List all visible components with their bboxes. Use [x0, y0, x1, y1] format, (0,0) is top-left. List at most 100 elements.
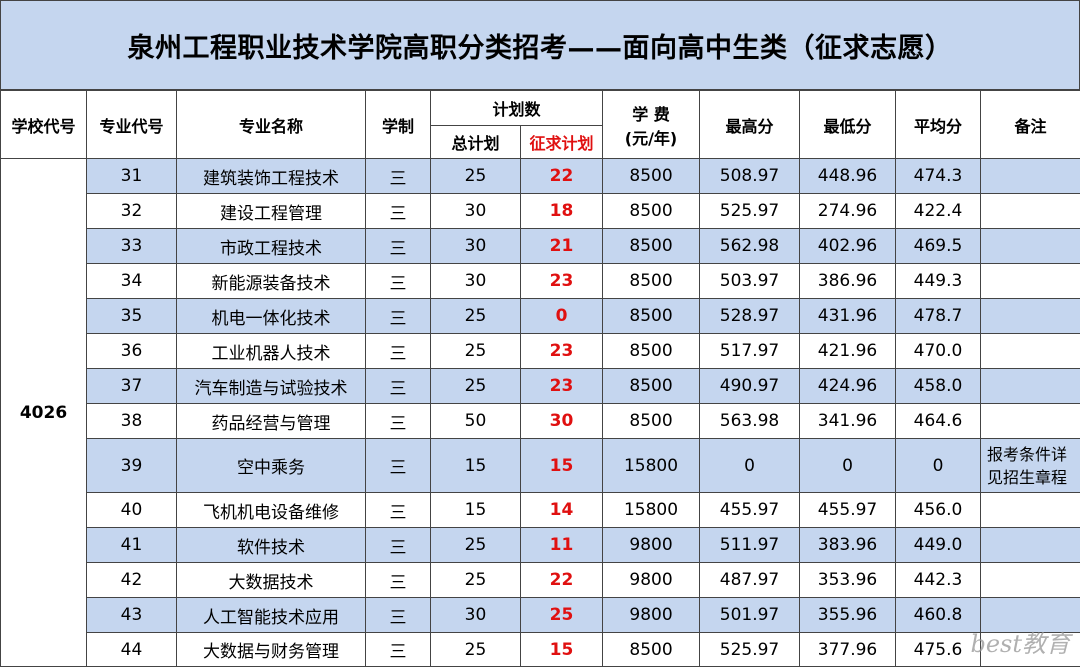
- note-cell: [980, 527, 1080, 563]
- note-cell: [980, 193, 1080, 229]
- duration-cell: 三: [365, 193, 431, 229]
- max-score-cell: 525.97: [699, 632, 801, 667]
- min-score-cell: 355.96: [799, 597, 897, 633]
- min-score-cell: 377.96: [799, 632, 897, 667]
- table-row: 32 建设工程管理三 30 18 8500 525.97 274.96 422.4: [1, 193, 1080, 229]
- table-row: 35 机电一体化技术三 25 0 8500 528.97 431.96 478.7: [1, 298, 1080, 334]
- max-score-cell: 0: [699, 438, 801, 493]
- solicit-plan-cell: 30: [519, 403, 604, 439]
- avg-score-cell: 456.0: [895, 492, 982, 528]
- note-cell: [980, 492, 1080, 528]
- duration-cell: 三: [365, 527, 431, 563]
- header-fee-line1: 学 费: [632, 104, 670, 124]
- note-cell: [980, 562, 1080, 598]
- avg-score-cell: 469.5: [895, 228, 982, 264]
- max-score-cell: 501.97: [699, 597, 801, 633]
- max-score-cell: 525.97: [699, 193, 801, 229]
- min-score-cell: 383.96: [799, 527, 897, 563]
- fee-cell: 8500: [602, 403, 701, 439]
- min-score-cell: 448.96: [799, 158, 897, 194]
- solicit-plan-cell: 25: [519, 597, 604, 633]
- school-code-cell: 4026: [0, 158, 87, 667]
- fee-cell: 8500: [602, 263, 701, 299]
- major-name-cell: 机电一体化技术: [176, 298, 366, 334]
- major-name-cell: 大数据技术: [176, 562, 366, 598]
- duration-cell: 三: [365, 492, 431, 528]
- duration-cell: 三: [365, 368, 431, 404]
- table-row: 34 新能源装备技术三 30 23 8500 503.97 386.96 449.3: [1, 263, 1080, 299]
- fee-cell: 8500: [602, 158, 701, 194]
- header-duration: 学制: [365, 90, 431, 159]
- admission-table: 学校代号 专业代号 专业名称 学制 计划数 学 费 (元/年) 最高分 最低分 …: [0, 90, 1080, 667]
- avg-score-cell: 449.0: [895, 527, 982, 563]
- avg-score-cell: 460.8: [895, 597, 982, 633]
- major-code-cell: 41: [86, 527, 177, 563]
- note-cell: [980, 263, 1080, 299]
- table-row: 41 软件技术三 25 11 9800 511.97 383.96 449.0: [1, 527, 1080, 563]
- major-code-cell: 32: [86, 193, 177, 229]
- total-plan-cell: 30: [430, 193, 521, 229]
- avg-score-cell: 474.3: [895, 158, 982, 194]
- major-code-cell: 31: [86, 158, 177, 194]
- major-code-cell: 33: [86, 228, 177, 264]
- max-score-cell: 490.97: [699, 368, 801, 404]
- fee-cell: 8500: [602, 632, 701, 667]
- page-title: 泉州工程职业技术学院高职分类招考——面向高中生类（征求志愿）: [127, 32, 953, 64]
- max-score-cell: 511.97: [699, 527, 801, 563]
- note-cell: [980, 632, 1080, 667]
- max-score-cell: 563.98: [699, 403, 801, 439]
- fee-cell: 8500: [602, 193, 701, 229]
- note-cell: [980, 368, 1080, 404]
- avg-score-cell: 470.0: [895, 333, 982, 369]
- avg-score-cell: 442.3: [895, 562, 982, 598]
- solicit-plan-cell: 11: [519, 527, 604, 563]
- duration-cell: 三: [365, 562, 431, 598]
- major-code-cell: 36: [86, 333, 177, 369]
- table-row: 36 工业机器人技术三 25 23 8500 517.97 421.96 470.0: [1, 333, 1080, 369]
- duration-cell: 三: [365, 597, 431, 633]
- note-cell: [980, 298, 1080, 334]
- table-body: 4026 31 建筑装饰工程技术三 25 22 8500 508.97 448.96 474.3…: [0, 158, 1080, 667]
- table-row: 38 药品经营与管理三 50 30 8500 563.98 341.96 464.6: [1, 403, 1080, 439]
- major-code-cell: 43: [86, 597, 177, 633]
- fee-cell: 8500: [602, 368, 701, 404]
- max-score-cell: 455.97: [699, 492, 801, 528]
- major-name-cell: 大数据与财务管理: [176, 632, 366, 667]
- fee-cell: 15800: [602, 492, 701, 528]
- total-plan-cell: 25: [430, 158, 521, 194]
- header-avg-score: 平均分: [895, 90, 982, 159]
- note-cell: [980, 597, 1080, 633]
- major-name-cell: 市政工程技术: [176, 228, 366, 264]
- header-solicit-plan: 征求计划: [519, 125, 604, 159]
- total-plan-cell: 25: [430, 562, 521, 598]
- duration-cell: 三: [365, 438, 431, 493]
- table-row: 33 市政工程技术三 30 21 8500 562.98 402.96 469.5: [1, 228, 1080, 264]
- major-name-cell: 建设工程管理: [176, 193, 366, 229]
- fee-cell: 9800: [602, 562, 701, 598]
- major-name-cell: 飞机机电设备维修: [176, 492, 366, 528]
- note-cell: [980, 158, 1080, 194]
- major-name-cell: 汽车制造与试验技术: [176, 368, 366, 404]
- major-name-cell: 药品经营与管理: [176, 403, 366, 439]
- solicit-plan-cell: 0: [519, 298, 604, 334]
- major-name-cell: 新能源装备技术: [176, 263, 366, 299]
- watermark: best教育: [970, 630, 1070, 658]
- duration-cell: 三: [365, 333, 431, 369]
- header-note: 备注: [980, 90, 1080, 159]
- fee-cell: 9800: [602, 527, 701, 563]
- solicit-plan-cell: 18: [519, 193, 604, 229]
- note-cell: 报考条件详见招生章程: [980, 438, 1080, 493]
- solicit-plan-cell: 15: [519, 632, 604, 667]
- major-code-cell: 37: [86, 368, 177, 404]
- fee-cell: 8500: [602, 298, 701, 334]
- header-min-score: 最低分: [799, 90, 897, 159]
- solicit-plan-cell: 22: [519, 562, 604, 598]
- duration-cell: 三: [365, 263, 431, 299]
- duration-cell: 三: [365, 632, 431, 667]
- table-row: 37 汽车制造与试验技术三 25 23 8500 490.97 424.96 458.0: [1, 368, 1080, 404]
- max-score-cell: 562.98: [699, 228, 801, 264]
- major-code-cell: 34: [86, 263, 177, 299]
- avg-score-cell: 478.7: [895, 298, 982, 334]
- max-score-cell: 503.97: [699, 263, 801, 299]
- note-cell: [980, 403, 1080, 439]
